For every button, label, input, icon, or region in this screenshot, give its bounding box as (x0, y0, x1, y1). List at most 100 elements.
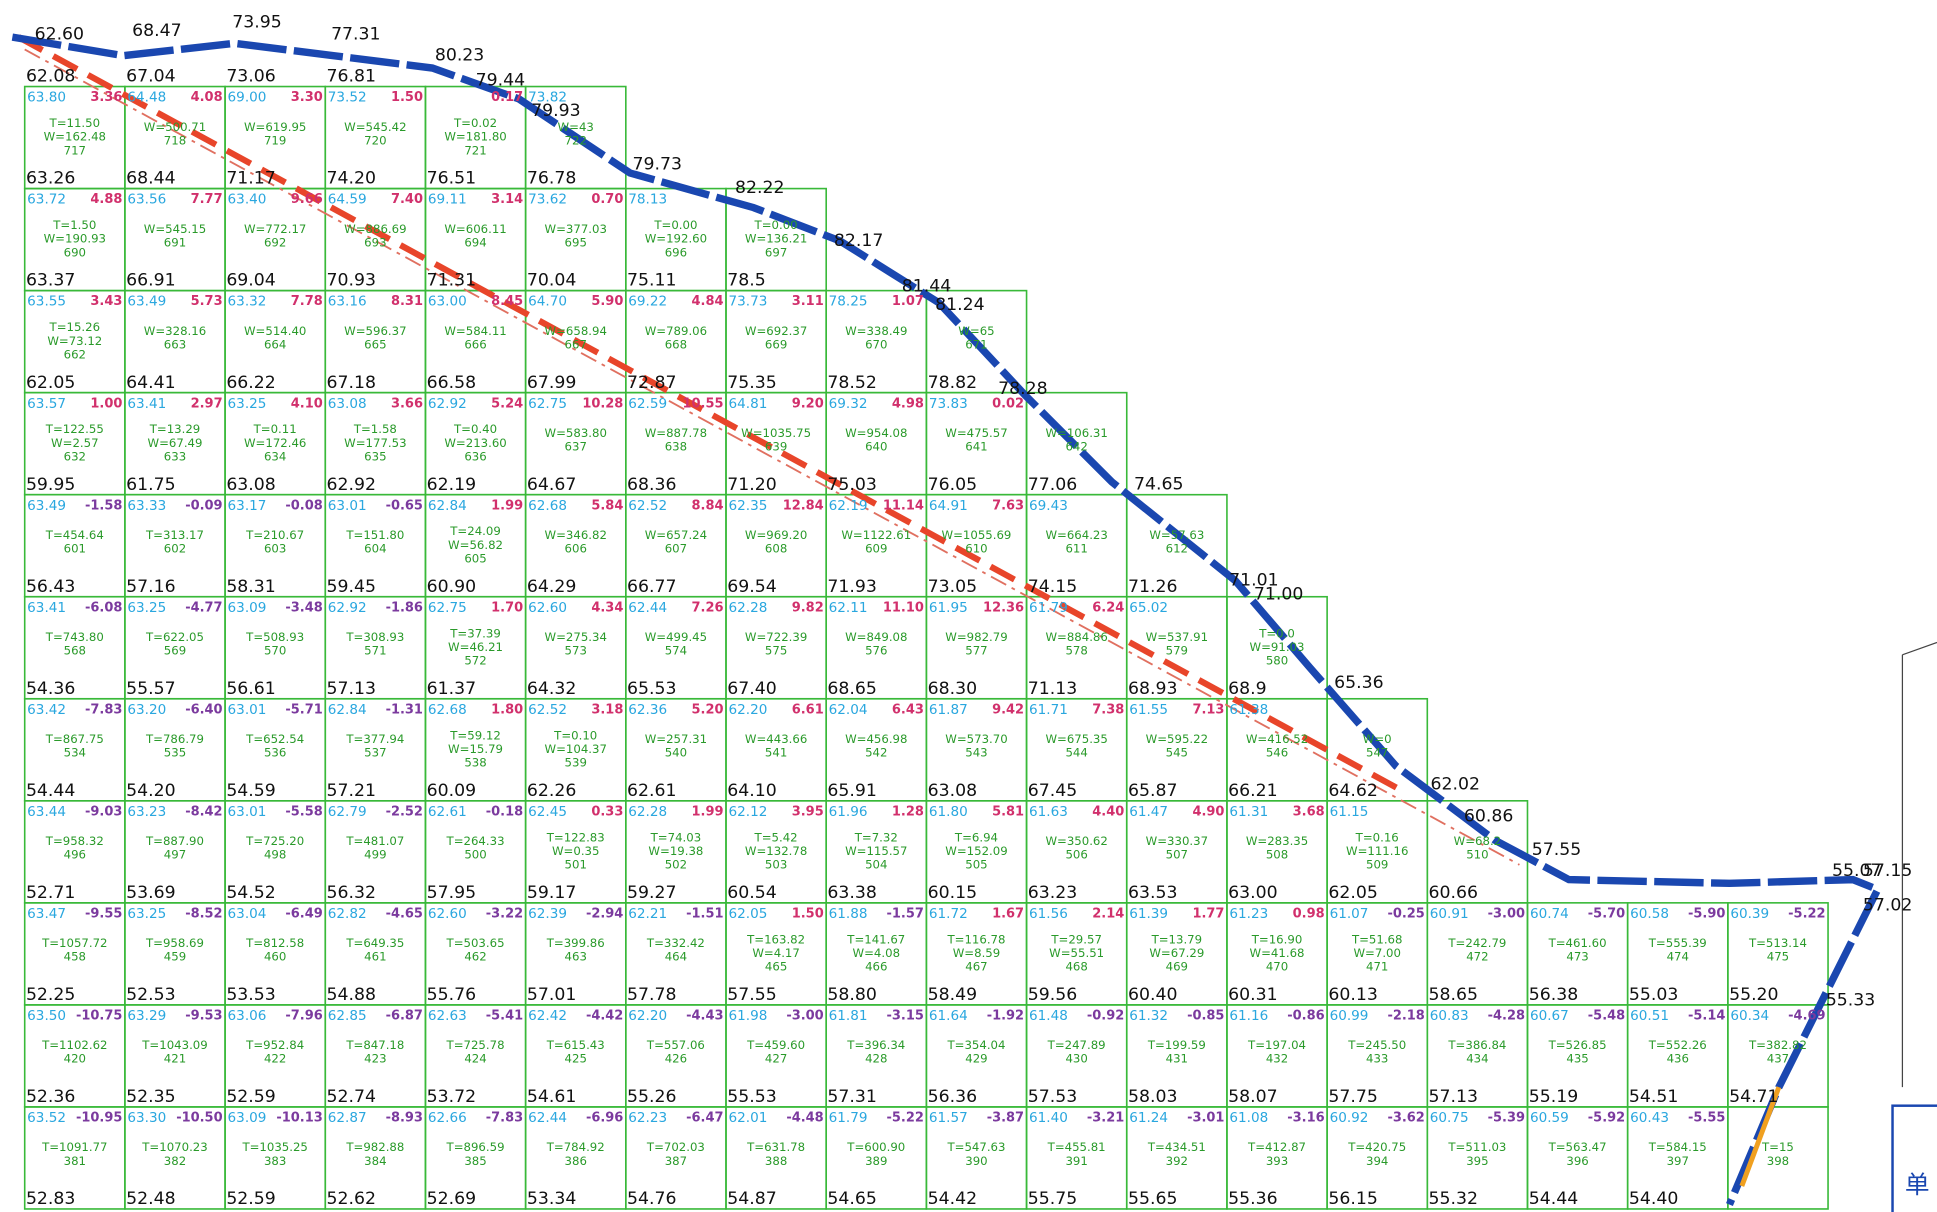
ground-elevation: 66.58 (427, 373, 476, 393)
design-elevation: 63.16 (328, 294, 367, 310)
ground-elevation: 55.26 (627, 1087, 676, 1107)
volume: T=847.18 (345, 1038, 404, 1052)
design-elevation: 62.20 (728, 702, 767, 718)
volume: W=573.70 (945, 732, 1007, 746)
ground-elevation: 55.32 (1429, 1189, 1478, 1209)
volume: T=141.67 (846, 932, 905, 946)
cut-fill: -8.42 (185, 804, 222, 819)
ground-elevation: 74.15 (1028, 577, 1077, 597)
ground-elevation: 71.13 (1028, 679, 1077, 699)
ground-elevation: 66.21 (1228, 781, 1277, 801)
ground-elevation: 78.82 (928, 373, 977, 393)
cut-fill: 4.34 (591, 600, 623, 615)
volume: W=1122.61 (841, 528, 911, 542)
volume: W=4.17 (752, 946, 800, 960)
cut-fill: -6.87 (386, 1009, 423, 1024)
cut-fill: -1.57 (887, 906, 924, 921)
design-elevation: 62.75 (428, 600, 467, 616)
volume: T=59.12 (449, 728, 501, 742)
cell-number: 579 (1166, 644, 1188, 658)
volume: T=1070.23 (141, 1140, 207, 1154)
cell-number: 389 (865, 1154, 887, 1168)
volume: T=434.51 (1147, 1140, 1206, 1154)
cell-number: 420 (64, 1052, 86, 1066)
volume: T=29.57 (1050, 932, 1102, 946)
design-elevation: 61.56 (1029, 906, 1068, 922)
design-elevation: 61.47 (1129, 804, 1168, 820)
ground-elevation: 57.21 (326, 781, 375, 801)
design-elevation: 62.84 (428, 498, 467, 514)
ground-elevation: 74.20 (326, 169, 375, 189)
boundary-elevation: 77.31 (331, 25, 380, 45)
cell-number: 501 (565, 858, 587, 872)
volume: T=396.34 (846, 1038, 905, 1052)
cell-number: 606 (565, 542, 587, 556)
volume: T=454.64 (45, 528, 104, 542)
cut-fill: 1.99 (692, 804, 724, 819)
ground-elevation: 71.20 (727, 475, 776, 495)
volume: W=43 (558, 120, 594, 134)
cut-fill: -10.13 (276, 1111, 322, 1126)
cut-fill: -0.85 (1187, 1009, 1224, 1024)
volume: T=247.89 (1047, 1038, 1106, 1052)
ground-elevation: 52.74 (326, 1087, 375, 1107)
ground-elevation: 62.08 (26, 67, 75, 87)
volume: T=867.75 (45, 732, 104, 746)
volume: W=190.93 (44, 232, 106, 246)
design-elevation: 78.13 (628, 192, 667, 208)
boundary-elevation: 80.23 (435, 46, 484, 66)
cell-number: 502 (665, 858, 687, 872)
boundary-elevation: 55.07 (1832, 861, 1881, 881)
ground-elevation: 69.54 (727, 577, 776, 597)
volume: W=57.63 (1149, 528, 1204, 542)
volume: W=658.94 (545, 324, 607, 338)
cut-fill: -5.55 (1688, 1111, 1725, 1126)
cell-number: 425 (565, 1052, 587, 1066)
ground-elevation: 67.99 (527, 373, 576, 393)
volume: W=328.16 (144, 324, 206, 338)
ground-elevation: 63.37 (26, 271, 75, 291)
volume: T=151.80 (345, 528, 404, 542)
cell-number: 460 (264, 950, 286, 964)
design-elevation: 63.32 (228, 294, 267, 310)
volume: T=6.94 (954, 830, 998, 844)
cut-fill: 1.50 (391, 90, 423, 105)
cell-number: 395 (1466, 1154, 1488, 1168)
design-elevation: 62.44 (628, 600, 667, 616)
cell-number: 468 (1065, 960, 1087, 974)
cell-number: 568 (64, 644, 86, 658)
design-elevation: 63.49 (27, 498, 66, 514)
design-elevation: 61.63 (1029, 804, 1068, 820)
volume: T=7.32 (854, 830, 898, 844)
design-elevation: 63.47 (27, 906, 66, 922)
design-elevation: 69.00 (228, 90, 267, 106)
cell-number: 720 (364, 133, 386, 147)
design-elevation: 63.30 (127, 1110, 166, 1126)
cut-fill: 5.24 (491, 396, 523, 411)
volume: W=104.37 (545, 742, 607, 756)
design-elevation: 62.68 (428, 702, 467, 718)
cut-fill: -0.92 (1087, 1009, 1124, 1024)
cut-fill: 9.20 (792, 396, 824, 411)
cell-number: 383 (264, 1154, 286, 1168)
volume: W=692.37 (745, 324, 807, 338)
volume: W=172.46 (244, 436, 306, 450)
volume: W=152.09 (945, 844, 1007, 858)
cut-fill: -3.16 (1287, 1111, 1324, 1126)
volume: T=382.82 (1748, 1038, 1807, 1052)
volume: T=555.39 (1648, 936, 1707, 950)
volume: T=377.94 (345, 732, 404, 746)
design-elevation: 62.68 (528, 498, 567, 514)
cut-fill: -10.75 (76, 1009, 122, 1024)
ground-elevation: 56.61 (226, 679, 275, 699)
cut-fill: -4.48 (786, 1111, 823, 1126)
design-elevation: 60.39 (1730, 906, 1769, 922)
cell-number: 635 (364, 449, 386, 463)
volume: W=606.11 (444, 222, 506, 236)
design-elevation: 61.71 (1029, 702, 1068, 718)
design-elevation: 61.48 (1029, 1008, 1068, 1024)
design-elevation: 62.44 (528, 1110, 567, 1126)
boundary-elevation: 60.86 (1464, 807, 1513, 827)
ground-elevation: 54.40 (1629, 1189, 1678, 1209)
design-elevation: 60.67 (1530, 1008, 1569, 1024)
